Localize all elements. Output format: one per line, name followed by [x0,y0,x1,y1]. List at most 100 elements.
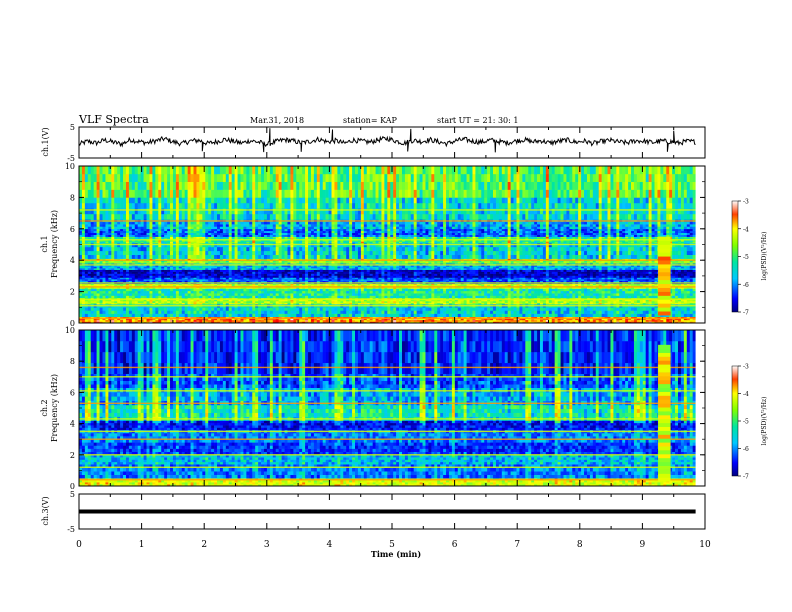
spectrogram-cell [633,295,638,299]
spectrogram-cell [310,301,315,303]
spectrogram-cell [531,302,535,305]
spectrogram-cell [495,293,500,296]
spectrogram-cell [531,318,535,321]
spectrogram-cell [299,301,303,303]
spectrogram-cell [211,288,215,292]
spectrogram-cell [592,321,597,324]
spectrogram-cell [79,290,83,294]
spectrogram-cell [137,299,141,302]
spectrogram-cell [437,307,441,311]
spectrogram-cell [457,310,462,314]
spectrogram-cell [134,290,139,294]
spectrogram-cell [240,301,244,303]
spectrogram-cell [636,290,641,294]
spectrogram-cell [293,321,297,324]
spectrogram-cell [111,287,115,289]
spectrogram-cell [469,290,473,294]
spectrogram-cell [196,288,200,292]
spectrogram-cell [266,318,271,321]
spectrogram-cell [255,287,259,289]
spectrogram-cell [378,318,382,321]
spectrogram-cell [269,321,274,324]
spectrogram-cell [560,321,564,324]
spectrogram-cell [217,318,221,321]
spectrogram-cell [360,302,365,305]
spectrogram-cell [686,313,691,318]
spectrogram-cell [246,313,250,318]
spectrogram-cell [586,293,591,296]
spectrogram-cell [125,310,130,314]
spectrogram-cell [633,290,638,294]
spectrogram-cell [601,310,605,314]
spectrogram-cell [164,302,168,305]
spectrogram-cell [287,319,291,322]
spectrogram-cell [284,288,288,292]
spectrogram-cell [586,302,591,305]
spectrogram-cell [340,313,344,318]
spectrogram-cell [199,319,203,322]
ch1-waveform-ticks: -55 [67,123,706,163]
spectrogram-cell [140,318,144,321]
spectrogram-cell [360,293,365,296]
spectrogram-cell [240,290,244,294]
spectrogram-cell [557,313,561,318]
spectrogram-cell [146,301,150,303]
spectrogram-cell [654,307,658,311]
spectrogram-cell [495,302,500,305]
spectrogram-cell [287,299,291,302]
spectrogram-cell [510,299,514,302]
spectrogram-cell [255,321,259,324]
spectrogram-cell [340,295,344,299]
spectrogram-cell [114,293,118,296]
spectrogram-cell [581,321,585,324]
spectrogram-cell [331,293,335,296]
spectrogram-cell [375,290,379,294]
spectrogram-cell [692,307,696,311]
spectrogram-cell [190,299,194,302]
spectrogram-cell [261,321,265,324]
spectrogram-cell [81,299,86,302]
spectrogram-cell [501,301,506,303]
spectrogram-cell [331,288,335,292]
spectrogram-cell [431,287,435,289]
spectrogram-cell [128,295,133,299]
spectrogram-cell [117,302,121,305]
spectrogram-cell [443,307,447,311]
spectrogram-cell [513,318,517,321]
spectrogram-cell [302,302,306,305]
spectrogram-cell [79,302,83,305]
spectrogram-cell [525,301,529,303]
spectrogram-cell [407,321,412,324]
spectrogram-cell [319,290,324,294]
spectrogram-cell [454,301,459,303]
spectrogram-cell [463,288,467,292]
spectrogram-cell [346,288,350,292]
spectrogram-cell [381,307,385,311]
spectrogram-cell [548,301,553,303]
spectrogram-cell [425,290,429,294]
spectrogram-cell [208,288,212,292]
spectrogram-cell [443,288,447,292]
spectrogram-cell [149,299,153,302]
spectrogram-cell [357,307,362,311]
spectrogram-cell [299,310,303,314]
spectrogram-cell [633,307,638,311]
spectrogram-cell [437,288,441,292]
spectrogram-cell [246,301,250,303]
spectrogram-cell [187,313,191,318]
spectrogram-cell [493,293,497,296]
spectrogram-cell [167,288,171,292]
spectrogram-cell [604,319,608,322]
spectrogram-cell [231,307,235,311]
spectrogram-cell [170,290,174,294]
spectrogram-cell [199,301,203,303]
spectrogram-cell [278,313,282,318]
spectrogram-cell [143,287,147,289]
spectrogram-cell [225,319,230,322]
spectrogram-cell [275,299,279,302]
spectrogram-cell [275,293,279,296]
spectrogram-cell [633,301,638,303]
spectrogram-cell [636,288,641,292]
spectrogram-cell [290,299,294,302]
spectrogram-cell [560,301,564,303]
